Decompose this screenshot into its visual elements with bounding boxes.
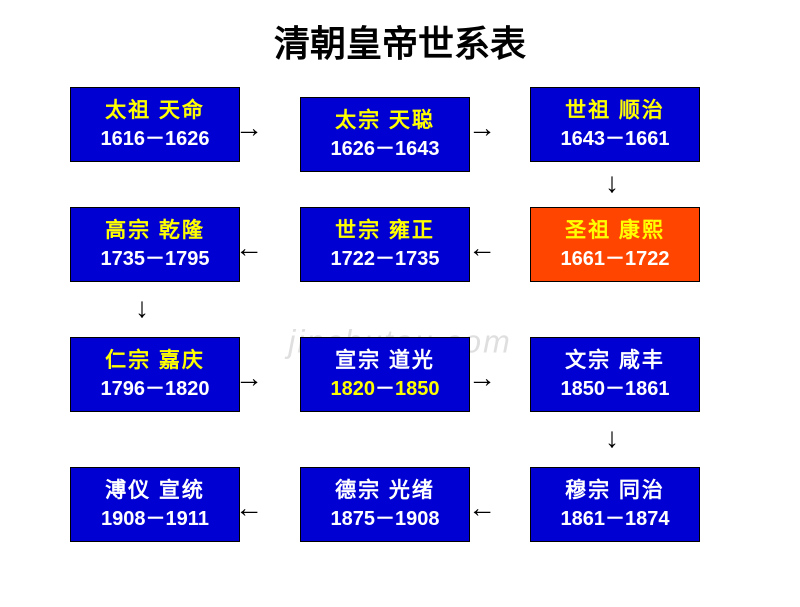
emperor-box: 世祖 顺治1643－1661 [530, 87, 700, 162]
emperor-name: 太祖 天命 [83, 96, 227, 125]
arrow-right: → [235, 362, 263, 394]
arrow-left: ← [468, 492, 496, 524]
emperor-box: 穆宗 同治1861－1874 [530, 467, 700, 542]
arrow-right: → [468, 112, 496, 144]
emperor-name: 太宗 天聪 [313, 106, 457, 135]
arrow-left: ← [235, 232, 263, 264]
emperor-box: 太宗 天聪1626－1643 [300, 97, 470, 172]
emperor-name: 圣祖 康熙 [543, 216, 687, 245]
emperor-dates: 1875－1908 [313, 505, 457, 533]
emperor-box: 圣祖 康熙1661－1722 [530, 207, 700, 282]
emperor-name: 世祖 顺治 [543, 96, 687, 125]
emperor-dates: 1735－1795 [83, 245, 227, 273]
emperor-box: 溥仪 宣统1908－1911 [70, 467, 240, 542]
arrow-down: ↓ [605, 167, 619, 199]
emperor-box: 宣宗 道光1820－1850 [300, 337, 470, 412]
emperor-name: 德宗 光绪 [313, 476, 457, 505]
emperor-dates: 1861－1874 [543, 505, 687, 533]
emperor-dates: 1616－1626 [83, 125, 227, 153]
emperor-dates: 1908－1911 [83, 505, 227, 533]
emperor-name: 穆宗 同治 [543, 476, 687, 505]
emperor-name: 高宗 乾隆 [83, 216, 227, 245]
arrow-left: ← [468, 232, 496, 264]
emperor-dates: 1796－1820 [83, 375, 227, 403]
emperor-box: 文宗 咸丰1850－1861 [530, 337, 700, 412]
emperor-dates: 1626－1643 [313, 135, 457, 163]
emperor-box: 太祖 天命1616－1626 [70, 87, 240, 162]
emperor-name: 文宗 咸丰 [543, 346, 687, 375]
emperor-dates: 1820－1850 [313, 375, 457, 403]
emperor-dates: 1643－1661 [543, 125, 687, 153]
emperor-box: 高宗 乾隆1735－1795 [70, 207, 240, 282]
emperor-box: 德宗 光绪1875－1908 [300, 467, 470, 542]
arrow-left: ← [235, 492, 263, 524]
page-title: 清朝皇帝世系表 [0, 0, 800, 77]
emperor-dates: 1661－1722 [543, 245, 687, 273]
emperor-dates: 1850－1861 [543, 375, 687, 403]
emperor-name: 溥仪 宣统 [83, 476, 227, 505]
arrow-down: ↓ [605, 422, 619, 454]
emperor-name: 宣宗 道光 [313, 346, 457, 375]
emperor-dates: 1722－1735 [313, 245, 457, 273]
diagram-container: jinchutou.com 太祖 天命1616－1626太宗 天聪1626－16… [0, 77, 800, 607]
emperor-name: 仁宗 嘉庆 [83, 346, 227, 375]
emperor-name: 世宗 雍正 [313, 216, 457, 245]
arrow-right: → [468, 362, 496, 394]
arrow-right: → [235, 112, 263, 144]
emperor-box: 仁宗 嘉庆1796－1820 [70, 337, 240, 412]
arrow-down: ↓ [135, 292, 149, 324]
emperor-box: 世宗 雍正1722－1735 [300, 207, 470, 282]
